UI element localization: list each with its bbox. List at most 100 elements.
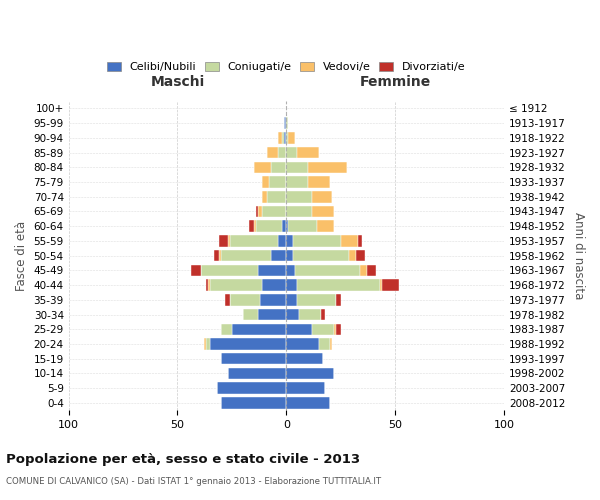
Text: Popolazione per età, sesso e stato civile - 2013: Popolazione per età, sesso e stato civil… xyxy=(6,452,360,466)
Bar xyxy=(267,147,278,158)
Bar xyxy=(341,235,358,246)
Bar xyxy=(308,176,330,188)
Bar xyxy=(297,280,380,291)
Bar xyxy=(286,264,295,276)
Bar xyxy=(226,294,230,306)
Bar xyxy=(203,338,206,350)
Bar xyxy=(286,220,289,232)
Bar xyxy=(367,264,376,276)
Bar xyxy=(293,235,341,246)
Bar xyxy=(313,206,334,217)
Bar xyxy=(334,324,337,335)
Bar xyxy=(210,280,262,291)
Bar xyxy=(278,132,282,143)
Bar xyxy=(254,220,256,232)
Bar xyxy=(208,280,210,291)
Bar xyxy=(278,235,286,246)
Bar xyxy=(286,118,289,129)
Bar xyxy=(230,294,260,306)
Bar xyxy=(214,250,219,262)
Bar xyxy=(258,206,262,217)
Bar xyxy=(282,220,286,232)
Bar xyxy=(250,220,254,232)
Bar xyxy=(297,147,319,158)
Bar xyxy=(313,324,334,335)
Bar xyxy=(286,338,319,350)
Bar xyxy=(286,176,308,188)
Bar xyxy=(243,309,258,320)
Bar xyxy=(321,309,325,320)
Bar xyxy=(361,264,367,276)
Bar xyxy=(356,250,365,262)
Bar xyxy=(286,353,323,364)
Bar xyxy=(286,280,297,291)
Bar xyxy=(256,220,282,232)
Bar xyxy=(308,162,347,173)
Bar xyxy=(349,250,356,262)
Bar xyxy=(286,324,313,335)
Bar xyxy=(262,176,269,188)
Bar xyxy=(286,206,313,217)
Bar xyxy=(262,280,286,291)
Bar xyxy=(286,250,293,262)
Bar xyxy=(260,294,286,306)
Bar xyxy=(256,206,258,217)
Bar xyxy=(286,147,297,158)
Bar xyxy=(286,397,330,408)
Bar xyxy=(358,235,362,246)
Bar xyxy=(293,250,349,262)
Bar xyxy=(286,235,293,246)
Bar xyxy=(286,132,289,143)
Bar xyxy=(219,235,227,246)
Bar xyxy=(289,220,317,232)
Bar xyxy=(319,338,330,350)
Bar xyxy=(258,264,286,276)
Bar xyxy=(337,294,341,306)
Legend: Celibi/Nubili, Coniugati/e, Vedovi/e, Divorziati/e: Celibi/Nubili, Coniugati/e, Vedovi/e, Di… xyxy=(103,57,470,76)
Bar xyxy=(227,368,286,379)
Bar xyxy=(217,382,286,394)
Bar xyxy=(286,382,325,394)
Bar xyxy=(286,162,308,173)
Bar xyxy=(262,191,267,202)
Bar xyxy=(227,235,230,246)
Bar xyxy=(221,250,271,262)
Bar xyxy=(382,280,400,291)
Bar xyxy=(286,368,334,379)
Bar xyxy=(286,191,313,202)
Text: Femmine: Femmine xyxy=(359,76,431,90)
Text: COMUNE DI CALVANICO (SA) - Dati ISTAT 1° gennaio 2013 - Elaborazione TUTTITALIA.: COMUNE DI CALVANICO (SA) - Dati ISTAT 1°… xyxy=(6,478,381,486)
Bar xyxy=(269,176,286,188)
Bar xyxy=(284,132,286,143)
Bar xyxy=(219,250,221,262)
Bar xyxy=(271,250,286,262)
Bar xyxy=(254,162,271,173)
Bar xyxy=(232,324,286,335)
Bar xyxy=(230,235,278,246)
Y-axis label: Anni di nascita: Anni di nascita xyxy=(572,212,585,300)
Bar xyxy=(221,353,286,364)
Bar xyxy=(337,324,341,335)
Bar xyxy=(221,324,232,335)
Bar xyxy=(330,338,332,350)
Bar xyxy=(286,309,299,320)
Bar xyxy=(289,132,295,143)
Bar xyxy=(258,309,286,320)
Bar xyxy=(191,264,202,276)
Bar xyxy=(262,206,286,217)
Bar xyxy=(202,264,258,276)
Bar xyxy=(286,294,297,306)
Bar xyxy=(284,118,286,129)
Bar xyxy=(297,294,337,306)
Bar xyxy=(313,191,332,202)
Bar xyxy=(282,132,284,143)
Bar xyxy=(299,309,321,320)
Bar xyxy=(317,220,334,232)
Bar xyxy=(295,264,361,276)
Y-axis label: Fasce di età: Fasce di età xyxy=(15,220,28,290)
Bar xyxy=(221,397,286,408)
Text: Maschi: Maschi xyxy=(151,76,205,90)
Bar xyxy=(271,162,286,173)
Bar xyxy=(278,147,286,158)
Bar xyxy=(206,280,208,291)
